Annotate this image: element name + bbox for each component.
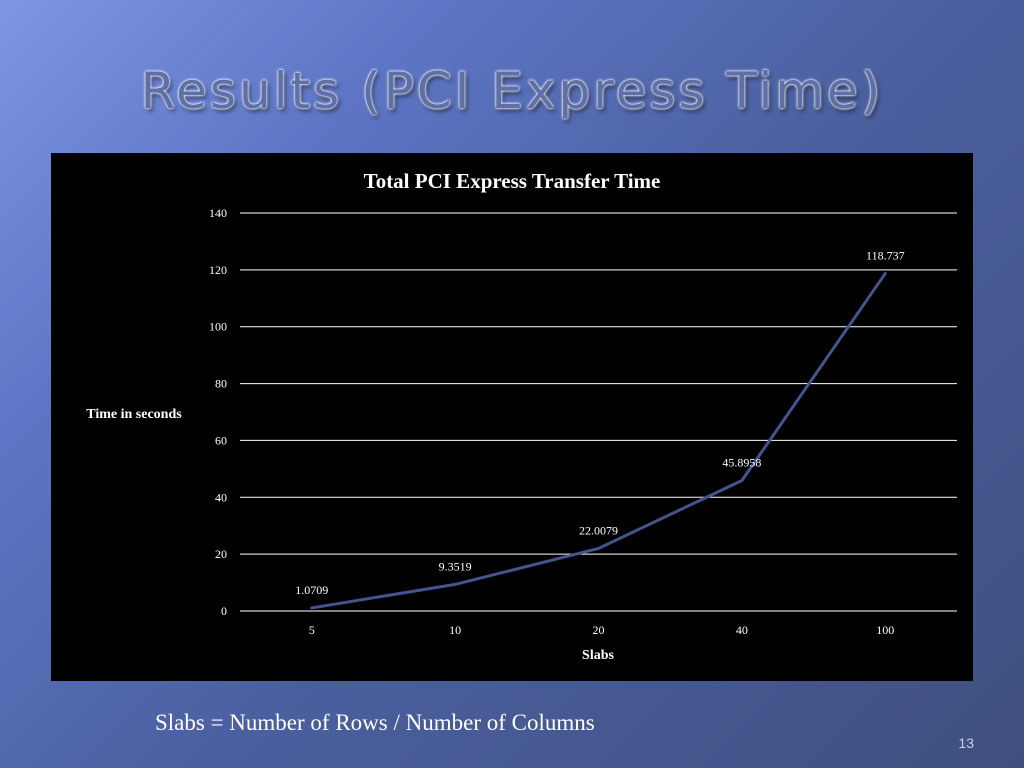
series-line — [310, 271, 887, 610]
chart-container: Total PCI Express Transfer Time Time in … — [51, 153, 973, 681]
y-tick-label: 120 — [209, 263, 227, 277]
y-axis-label: Time in seconds — [86, 407, 182, 422]
y-tick-label: 60 — [215, 433, 227, 447]
slide-number: 13 — [958, 735, 974, 751]
x-tick-label: 5 — [309, 623, 315, 637]
data-label: 22.0079 — [579, 523, 618, 537]
x-axis-label: Slabs — [582, 648, 614, 663]
y-tick-label: 100 — [209, 320, 227, 334]
line-chart: Total PCI Express Transfer Time Time in … — [86, 169, 957, 663]
chart-title: Total PCI Express Transfer Time — [364, 169, 661, 193]
series-layer — [310, 271, 887, 610]
x-tick-labels: 5 10 20 40 100 — [309, 623, 895, 637]
y-tick-label: 140 — [209, 206, 227, 220]
y-tick-labels: 0 20 40 60 80 100 120 140 — [209, 206, 227, 618]
data-label: 9.3519 — [439, 559, 472, 573]
grid-lines — [240, 212, 957, 612]
slide-title: Results (PCI Express Time) — [140, 62, 884, 120]
slide-caption: Slabs = Number of Rows / Number of Colum… — [155, 710, 595, 735]
x-tick-label: 20 — [593, 623, 605, 637]
y-tick-label: 0 — [221, 604, 227, 618]
x-tick-label: 10 — [449, 623, 461, 637]
y-tick-label: 80 — [215, 377, 227, 391]
y-tick-label: 40 — [215, 490, 227, 504]
x-tick-label: 100 — [876, 623, 894, 637]
y-tick-label: 20 — [215, 547, 227, 561]
data-label: 45.8958 — [722, 456, 761, 470]
data-labels: 1.0709 9.3519 22.0079 45.8958 118.737 — [295, 248, 904, 597]
data-label: 118.737 — [866, 248, 905, 262]
x-tick-label: 40 — [736, 623, 748, 637]
data-label: 1.0709 — [295, 583, 328, 597]
